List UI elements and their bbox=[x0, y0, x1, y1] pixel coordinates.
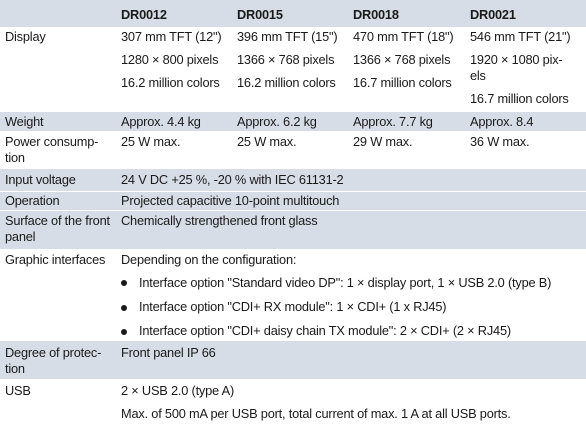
operation-row: Operation Projected capacitive 10-point … bbox=[0, 192, 586, 210]
usb-current-note: Max. of 500 mA per USB port, total curre… bbox=[121, 406, 511, 421]
display-resolution-dr0018: 1366 × 768 pixels bbox=[353, 52, 451, 67]
display-resolution-dr0015: 1366 × 768 pixels bbox=[237, 52, 335, 67]
weight-dr0018: Approx. 7.7 kg bbox=[353, 114, 433, 129]
surface-label: Surface of the front panel bbox=[5, 213, 110, 244]
operation-label: Operation bbox=[5, 193, 60, 208]
display-colors-dr0015: 16.2 million colors bbox=[237, 75, 336, 90]
display-resolution-dr0021: 1920 × 1080 pix-els bbox=[470, 52, 563, 83]
display-resolution-dr0012: 1280 × 800 pixels bbox=[121, 52, 219, 67]
interface-option-cdi-rx: Interface option "CDI+ RX module": 1 × C… bbox=[139, 299, 447, 314]
protection-value: Front panel IP 66 bbox=[121, 345, 216, 360]
display-size-dr0012: 307 mm TFT (12") bbox=[121, 29, 222, 44]
power-dr0021: 36 W max. bbox=[470, 134, 530, 149]
header-model-dr0018: DR0018 bbox=[353, 7, 399, 22]
display-size-dr0021: 546 mm TFT (21") bbox=[470, 29, 571, 44]
graphic-interfaces-label: Graphic interfaces bbox=[5, 252, 106, 267]
header-model-dr0015: DR0015 bbox=[237, 7, 283, 22]
display-colors-dr0021: 16.7 million colors bbox=[470, 91, 569, 106]
surface-row: Surface of the front panel Chemically st… bbox=[0, 211, 586, 249]
graphic-interfaces-intro: Depending on the configuration: bbox=[121, 252, 297, 267]
bullet-icon bbox=[121, 329, 127, 335]
power-dr0012: 25 W max. bbox=[121, 134, 181, 149]
protection-row: Degree of protec-tion Front panel IP 66 bbox=[0, 341, 586, 379]
header-model-dr0012: DR0012 bbox=[121, 7, 167, 22]
row-separator bbox=[0, 191, 586, 192]
power-dr0018: 29 W max. bbox=[353, 134, 413, 149]
bullet-icon bbox=[121, 280, 127, 286]
power-dr0015: 25 W max. bbox=[237, 134, 297, 149]
header-row: DR0012 DR0015 DR0018 DR0021 bbox=[0, 0, 586, 27]
graphic-interfaces-row: Graphic interfaces Depending on the conf… bbox=[0, 249, 586, 341]
input-voltage-value: 24 V DC +25 %, -20 % with IEC 61131-2 bbox=[121, 172, 344, 187]
display-label: Display bbox=[5, 29, 46, 44]
power-row: Power consump-tion 25 W max. 25 W max. 2… bbox=[0, 131, 586, 169]
weight-row: Weight Approx. 4.4 kg Approx. 6.2 kg App… bbox=[0, 112, 586, 131]
protection-label: Degree of protec-tion bbox=[5, 345, 102, 376]
display-row: Display 307 mm TFT (12") 396 mm TFT (15"… bbox=[0, 27, 586, 112]
interface-option-video-dp: Interface option "Standard video DP": 1 … bbox=[139, 275, 552, 290]
usb-row: USB 2 × USB 2.0 (type A) Max. of 500 mA … bbox=[0, 379, 586, 425]
input-voltage-label: Input voltage bbox=[5, 172, 76, 187]
weight-dr0012: Approx. 4.4 kg bbox=[121, 114, 201, 129]
usb-label: USB bbox=[5, 383, 31, 398]
surface-value: Chemically strengthened front glass bbox=[121, 213, 318, 228]
power-label: Power consump-tion bbox=[5, 134, 99, 165]
display-size-dr0018: 470 mm TFT (18") bbox=[353, 29, 454, 44]
weight-dr0021: Approx. 8.4 bbox=[470, 114, 534, 129]
weight-label: Weight bbox=[5, 114, 44, 129]
weight-dr0015: Approx. 6.2 kg bbox=[237, 114, 317, 129]
display-size-dr0015: 396 mm TFT (15") bbox=[237, 29, 338, 44]
display-colors-dr0012: 16.2 million colors bbox=[121, 75, 220, 90]
row-separator bbox=[0, 210, 586, 211]
operation-value: Projected capacitive 10-point multitouch bbox=[121, 193, 340, 208]
input-voltage-row: Input voltage 24 V DC +25 %, -20 % with … bbox=[0, 169, 586, 191]
bullet-icon bbox=[121, 305, 127, 311]
display-colors-dr0018: 16.7 million colors bbox=[353, 75, 452, 90]
interface-option-cdi-daisy-chain: Interface option "CDI+ daisy chain TX mo… bbox=[139, 323, 511, 338]
usb-ports-value: 2 × USB 2.0 (type A) bbox=[121, 383, 235, 398]
header-model-dr0021: DR0021 bbox=[470, 7, 516, 22]
